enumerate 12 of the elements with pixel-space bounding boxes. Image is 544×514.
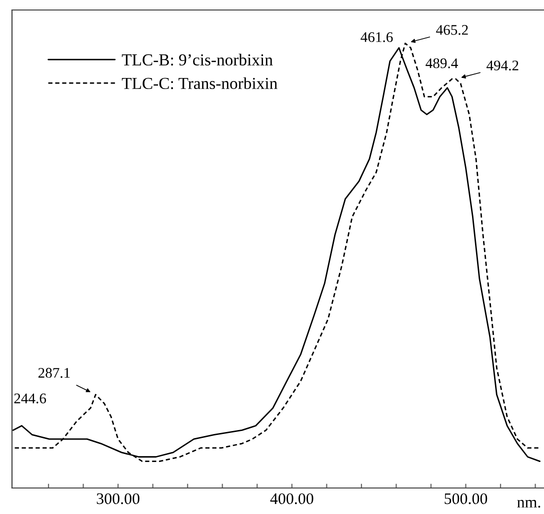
- annotation: 461.6: [360, 32, 393, 42]
- annotation: 287.1: [38, 368, 70, 378]
- legend-label: TLC-C: Trans-norbixin: [122, 77, 278, 90]
- x-tick-label: 300.00: [96, 493, 140, 504]
- x-axis-title: nm.: [517, 500, 540, 508]
- annotation: 244.6: [14, 394, 46, 404]
- legend-label: TLC-B: 9’cis-norbixin: [122, 54, 273, 66]
- annotation: 489.4: [426, 58, 458, 68]
- annotation: 465.2: [436, 25, 468, 35]
- annotation: 494.2: [486, 60, 518, 70]
- x-tick-label: 400.00: [270, 493, 314, 504]
- x-tick-label: 500.00: [444, 493, 488, 504]
